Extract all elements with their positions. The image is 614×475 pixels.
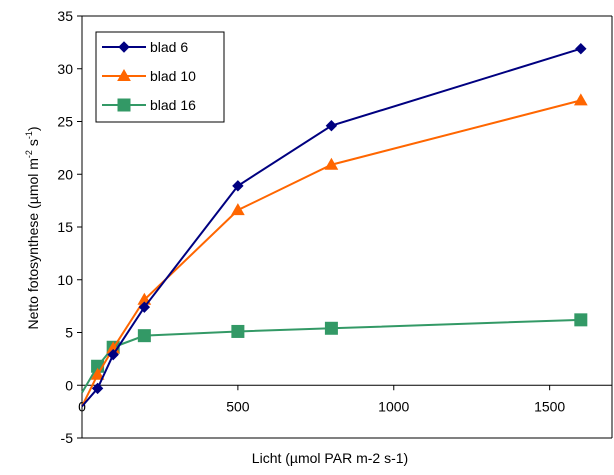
series-blad-10: [81, 93, 588, 407]
y-tick-label: 25: [57, 114, 73, 130]
y-axis-title-prefix: Netto fotosynthese (µmol m: [25, 158, 41, 329]
data-point-diamond: [232, 180, 244, 192]
legend-item: blad 10: [102, 68, 196, 84]
data-point-diamond: [325, 120, 338, 132]
data-point-square: [574, 313, 588, 327]
legend-label: blad 10: [150, 68, 196, 84]
legend-item: blad 16: [102, 97, 196, 113]
y-tick-label: 30: [57, 61, 73, 77]
data-point-diamond: [91, 382, 104, 395]
y-tick-label: 5: [65, 325, 73, 341]
data-point-square: [324, 321, 338, 335]
y-tick-label: -5: [61, 430, 74, 446]
y-tick-label: 10: [57, 272, 73, 288]
data-point-triangle: [324, 157, 339, 170]
series-line: [81, 99, 582, 407]
legend: blad 6 blad 10 blad 16: [95, 31, 225, 123]
data-point-diamond: [575, 42, 587, 55]
series-blad-6: [81, 42, 587, 408]
y-axis: -5 0 5 10 15 20 25 30 35: [57, 8, 83, 446]
y-axis-title-mid: s: [25, 139, 41, 150]
legend-item: blad 6: [102, 39, 188, 55]
x-axis: 0 500 1000 1500: [78, 384, 612, 414]
x-axis-title: Licht (µmol PAR m-2 s-1): [252, 450, 408, 466]
data-point-triangle: [117, 68, 131, 81]
data-point-diamond: [138, 301, 151, 313]
y-tick-label: 0: [65, 377, 73, 393]
data-point-square: [137, 329, 151, 343]
y-tick-label: 35: [57, 8, 73, 24]
legend-label: blad 16: [150, 97, 196, 113]
y-axis-title-sup2: -1: [24, 131, 34, 139]
data-point-triangle: [231, 203, 245, 216]
y-axis-title-suffix: ): [25, 126, 41, 131]
x-tick-label: 1000: [378, 398, 409, 414]
data-point-triangle: [573, 93, 588, 106]
data-point-triangle: [90, 367, 105, 380]
y-tick-label: 20: [57, 166, 73, 182]
x-tick-label: 500: [226, 398, 250, 414]
series-layer: [81, 42, 588, 408]
data-point-diamond: [107, 348, 119, 361]
data-point-square: [117, 98, 131, 112]
data-point-square: [231, 324, 245, 338]
y-tick-label: 15: [57, 219, 73, 235]
data-point-diamond: [118, 41, 130, 53]
series-blad-16: [81, 313, 588, 394]
plot-area: [82, 15, 613, 439]
y-axis-title-sup1: -2: [24, 150, 34, 158]
x-tick-label: 1500: [534, 398, 565, 414]
y-axis-title: Netto fotosynthese (µmol m-2 s-1): [24, 126, 41, 329]
legend-label: blad 6: [150, 39, 188, 55]
